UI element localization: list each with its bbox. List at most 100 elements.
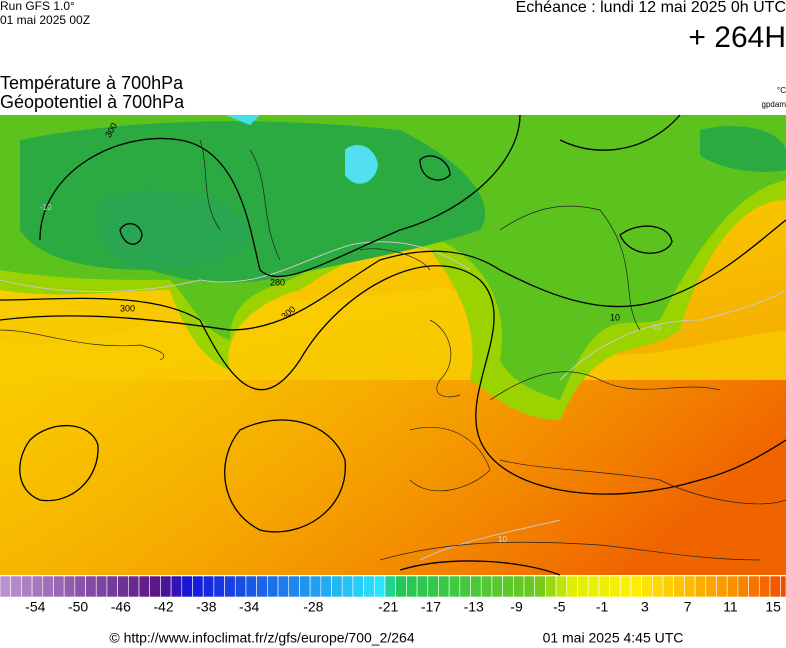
isotherm-label: 10 bbox=[498, 535, 507, 544]
color-swatch bbox=[523, 575, 535, 598]
color-swatch bbox=[566, 575, 578, 598]
contour-label: 300 bbox=[120, 303, 135, 313]
color-swatch bbox=[705, 575, 717, 598]
contour bbox=[399, 560, 561, 576]
colorbar-tick-label: -21 bbox=[378, 599, 398, 615]
color-swatch bbox=[0, 575, 11, 598]
contour-label: 280 bbox=[270, 277, 285, 287]
color-swatch bbox=[192, 575, 204, 598]
colorbar-tick-label: -1 bbox=[596, 599, 609, 615]
color-swatch bbox=[245, 575, 257, 598]
contour bbox=[419, 155, 451, 181]
color-swatch bbox=[341, 575, 354, 598]
colorbar-tick-label: -42 bbox=[153, 599, 173, 615]
colder-zone bbox=[96, 190, 250, 270]
color-swatch bbox=[373, 575, 386, 598]
hot-zone bbox=[0, 380, 786, 575]
color-swatch bbox=[117, 575, 129, 598]
color-swatch bbox=[63, 575, 76, 598]
color-swatch bbox=[288, 575, 300, 598]
valid-time: Echéance : lundi 12 mai 2025 0h UTC bbox=[516, 0, 786, 16]
color-swatch bbox=[694, 575, 707, 598]
color-swatch bbox=[545, 575, 557, 598]
color-swatch bbox=[502, 575, 514, 598]
color-swatch bbox=[277, 575, 290, 598]
color-swatch bbox=[106, 575, 118, 598]
color-swatch bbox=[299, 575, 311, 598]
color-swatch bbox=[352, 575, 364, 598]
color-swatch bbox=[673, 575, 685, 598]
colorbar-tick-label: -54 bbox=[25, 599, 45, 615]
colorbar-tick-label: -50 bbox=[68, 599, 88, 615]
color-swatch bbox=[384, 575, 396, 598]
color-swatch bbox=[577, 575, 589, 598]
colorbar-tick-label: -17 bbox=[421, 599, 441, 615]
color-swatch bbox=[587, 575, 600, 598]
color-swatch bbox=[662, 575, 675, 598]
color-swatch bbox=[202, 575, 215, 598]
color-swatch bbox=[555, 575, 568, 598]
contour-label: 10 bbox=[610, 312, 620, 322]
color-swatch bbox=[256, 575, 268, 598]
color-swatch bbox=[10, 575, 22, 598]
colorbar-tick-label: -38 bbox=[196, 599, 216, 615]
color-swatch bbox=[641, 575, 653, 598]
color-swatch bbox=[609, 575, 621, 598]
colder-zone bbox=[700, 126, 786, 172]
color-swatch bbox=[224, 575, 236, 598]
color-swatch bbox=[234, 575, 247, 598]
color-swatch bbox=[716, 575, 728, 598]
color-swatch bbox=[416, 575, 429, 598]
contour bbox=[39, 114, 521, 278]
color-swatch bbox=[74, 575, 86, 598]
very-cold-zone bbox=[225, 115, 260, 125]
color-swatch bbox=[619, 575, 632, 598]
color-swatch bbox=[21, 575, 33, 598]
color-swatch bbox=[395, 575, 407, 598]
colorbar-tick-label: -34 bbox=[239, 599, 259, 615]
color-swatch bbox=[470, 575, 482, 598]
isotherm bbox=[419, 519, 561, 561]
color-swatch bbox=[684, 575, 696, 598]
run-label: Run GFS 1.0° bbox=[0, 0, 75, 13]
color-swatch bbox=[170, 575, 183, 598]
title-geopotential: Géopotentiel à 700hPa bbox=[0, 92, 185, 112]
color-swatch bbox=[438, 575, 450, 598]
lead-time: + 264H bbox=[688, 21, 786, 54]
contour bbox=[19, 424, 99, 502]
isotherm-label: -10 bbox=[40, 203, 52, 212]
color-swatch bbox=[448, 575, 461, 598]
color-swatch bbox=[459, 575, 471, 598]
color-swatch bbox=[309, 575, 322, 598]
very-cold-zone bbox=[345, 145, 378, 184]
color-swatch bbox=[85, 575, 97, 598]
color-swatch bbox=[652, 575, 664, 598]
source: © http://www.infoclimat.fr/z/gfs/europe/… bbox=[109, 630, 414, 646]
color-swatch bbox=[149, 575, 161, 598]
colorbar-tick-label: -46 bbox=[111, 599, 131, 615]
contour bbox=[619, 225, 673, 254]
color-swatch bbox=[737, 575, 749, 598]
title-temperature: Température à 700hPa bbox=[0, 73, 184, 93]
colorbar: -54 -50 -46 -42 -38 -34 -28 -21 -17 -13 -9 -5 -1 3 7 11… bbox=[0, 575, 786, 615]
color-swatch bbox=[160, 575, 172, 598]
isotherm-label: -10 bbox=[650, 323, 662, 332]
coastline bbox=[0, 139, 786, 561]
color-swatch bbox=[406, 575, 418, 598]
color-swatch bbox=[758, 575, 771, 598]
colorbar-tick-label: 15 bbox=[765, 599, 781, 615]
contour bbox=[119, 223, 143, 245]
color-swatch bbox=[726, 575, 739, 598]
color-swatch bbox=[491, 575, 503, 598]
contour bbox=[224, 419, 346, 533]
contour bbox=[0, 219, 786, 331]
colorbar-tick-label: -13 bbox=[464, 599, 484, 615]
color-swatch bbox=[630, 575, 642, 598]
color-swatch bbox=[267, 575, 279, 598]
unit-gpdam: gpdam bbox=[762, 100, 786, 109]
colorbar-tick-label: -9 bbox=[510, 599, 523, 615]
color-swatch bbox=[138, 575, 151, 598]
color-swatch bbox=[95, 575, 108, 598]
color-swatch bbox=[53, 575, 65, 598]
